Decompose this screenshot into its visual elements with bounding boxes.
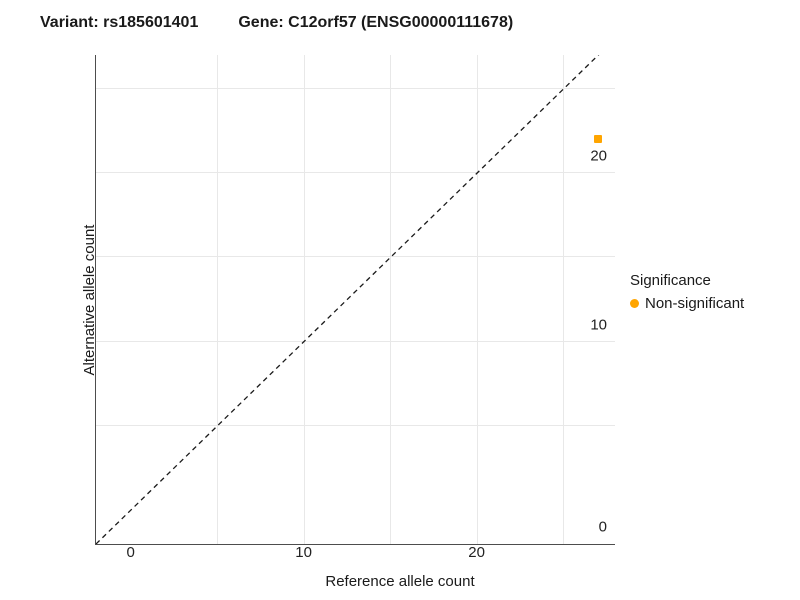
y-tick-20: 20 <box>590 148 607 165</box>
identity-reference-line <box>96 55 615 544</box>
gene-title: Gene: C12orf57 (ENSG00000111678) <box>238 14 513 32</box>
x-tick-20: 20 <box>468 544 485 561</box>
legend-box: Significance Non-significant <box>630 272 744 312</box>
y-tick-10: 10 <box>590 316 607 333</box>
gridline-x-minor-25 <box>563 55 564 544</box>
gridline-x-minor-15 <box>390 55 391 544</box>
gridline-x-major-10 <box>304 55 305 544</box>
x-tick-0: 0 <box>126 544 134 561</box>
plot-panel: 0 10 20 0 10 20 <box>95 55 615 545</box>
legend-title: Significance <box>630 272 744 289</box>
gridline-y-minor-15 <box>96 256 615 257</box>
legend-label-non-significant: Non-significant <box>645 295 744 312</box>
legend-swatch-non-significant <box>630 299 639 308</box>
y-tick-0: 0 <box>599 519 607 536</box>
gridline-y-minor-25 <box>96 88 615 89</box>
chart-title-row: Variant: rs185601401 Gene: C12orf57 (ENS… <box>40 14 790 32</box>
scatter-plot-app: Variant: rs185601401 Gene: C12orf57 (ENS… <box>0 0 800 600</box>
gridline-x-major-20 <box>477 55 478 544</box>
x-tick-10: 10 <box>295 544 312 561</box>
gridline-x-minor-5 <box>217 55 218 544</box>
gridline-y-major-10 <box>96 341 615 342</box>
gridline-y-minor-5 <box>96 425 615 426</box>
gridline-y-major-20 <box>96 172 615 173</box>
x-axis-title: Reference allele count <box>325 573 474 590</box>
variant-title: Variant: rs185601401 <box>40 14 198 32</box>
y-axis-title: Alternative allele count <box>81 225 98 376</box>
data-point-rs185601401[interactable] <box>594 135 602 143</box>
legend-item-non-significant[interactable]: Non-significant <box>630 295 744 312</box>
